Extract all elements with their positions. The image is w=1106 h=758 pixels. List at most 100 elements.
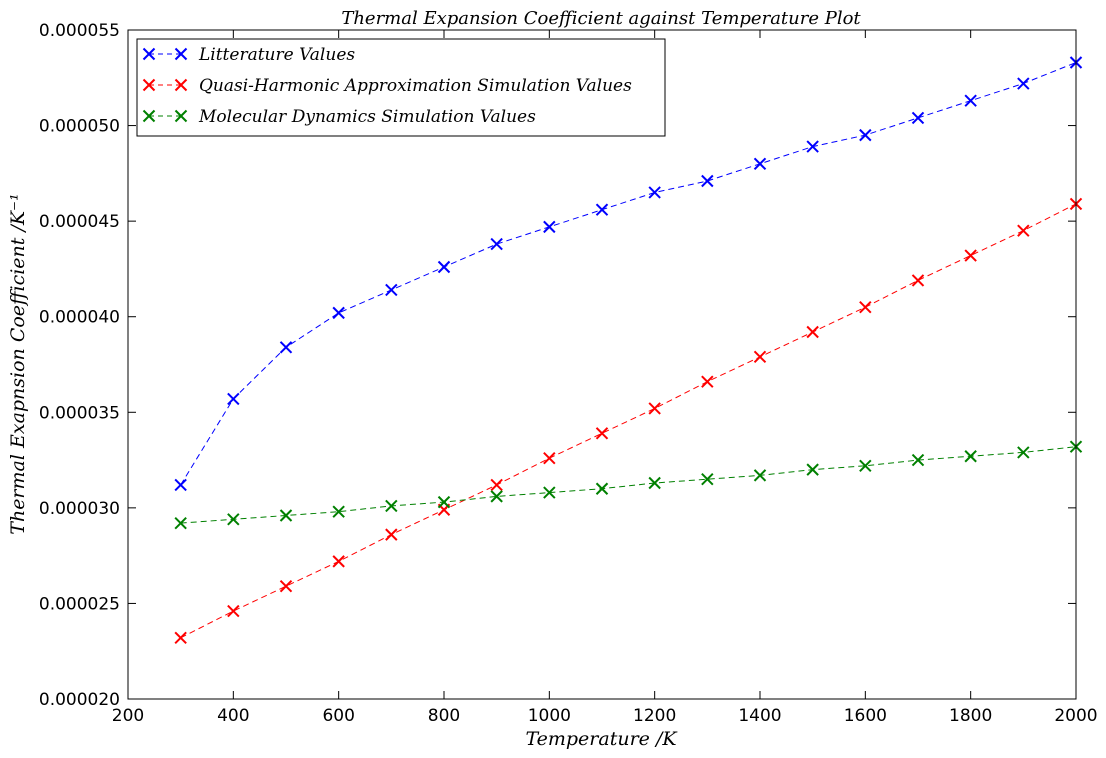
y-axis-label: Thermal Exapnsion Coefficient /K⁻¹ [7, 193, 29, 534]
x-tick-label: 2000 [1054, 706, 1097, 726]
data-point-quasi-harmonic-approximation-simulation-values [595, 427, 609, 440]
data-point-quasi-harmonic-approximation-simulation-values-stroke-b [1017, 224, 1030, 237]
data-point-quasi-harmonic-approximation-simulation-values [859, 300, 872, 314]
data-point-quasi-harmonic-approximation-simulation-values [174, 631, 187, 645]
data-point-litterature-values-stroke-b [911, 111, 925, 125]
data-point-litterature-values [490, 237, 503, 251]
legend-marker [142, 47, 156, 61]
data-point-litterature-values [964, 94, 977, 107]
legend-entry: Molecular Dynamics Simulation Values [142, 107, 536, 127]
data-point-litterature-values-stroke-b [964, 94, 977, 107]
legend-marker [174, 47, 188, 61]
x-tick-label: 1000 [528, 706, 571, 726]
x-tick-label: 1400 [738, 706, 781, 726]
series-molecular-dynamics-simulation-values [174, 440, 1083, 530]
data-point-molecular-dynamics-simulation-values-stroke-b [332, 505, 345, 518]
data-point-quasi-harmonic-approximation-simulation-values-stroke-b [911, 274, 925, 287]
x-tick-label: 1200 [633, 706, 676, 726]
data-point-litterature-values-stroke-b [332, 306, 345, 320]
data-point-molecular-dynamics-simulation-values [859, 459, 872, 473]
data-point-molecular-dynamics-simulation-values [490, 490, 503, 503]
data-point-quasi-harmonic-approximation-simulation-values [648, 402, 661, 415]
legend: Litterature Values Quasi-Harmonic Approxi… [136, 38, 666, 137]
data-point-molecular-dynamics-simulation-values [753, 469, 767, 482]
legend-label: Molecular Dynamics Simulation Values [198, 107, 536, 127]
data-point-quasi-harmonic-approximation-simulation-values-stroke-b [806, 325, 819, 339]
x-axis-label: Temperature /K [525, 728, 678, 750]
data-point-litterature-values-stroke-b [595, 203, 609, 216]
data-point-quasi-harmonic-approximation-simulation-values [543, 451, 556, 465]
data-point-litterature-values [279, 341, 293, 354]
data-point-molecular-dynamics-simulation-values [543, 486, 556, 499]
data-point-quasi-harmonic-approximation-simulation-values [806, 325, 819, 339]
data-point-litterature-values [701, 174, 714, 188]
data-point-quasi-harmonic-approximation-simulation-values-stroke-b [385, 528, 398, 541]
data-point-quasi-harmonic-approximation-simulation-values-stroke-b [859, 300, 872, 314]
y-tick-label: 0.000040 [39, 308, 120, 328]
data-point-molecular-dynamics-simulation-values [385, 499, 398, 513]
data-point-litterature-values [543, 220, 556, 234]
data-point-molecular-dynamics-simulation-values-stroke-b [1017, 446, 1030, 459]
data-point-molecular-dynamics-simulation-values [279, 509, 293, 522]
data-point-litterature-values-stroke-b [490, 237, 503, 251]
data-point-quasi-harmonic-approximation-simulation-values-stroke-b [648, 402, 661, 415]
data-point-quasi-harmonic-approximation-simulation-values-stroke-b [701, 375, 714, 388]
data-point-molecular-dynamics-simulation-values [174, 516, 187, 530]
data-point-molecular-dynamics-simulation-values [1017, 446, 1030, 459]
data-point-molecular-dynamics-simulation-values [911, 453, 925, 467]
data-point-molecular-dynamics-simulation-values [595, 482, 609, 495]
data-point-molecular-dynamics-simulation-values [806, 463, 819, 476]
chart-title: Thermal Expansion Coefficient against Te… [341, 8, 861, 29]
y-tick-label: 0.000045 [39, 212, 120, 232]
data-point-molecular-dynamics-simulation-values-stroke-b [437, 495, 451, 509]
data-point-molecular-dynamics-simulation-values-stroke-b [595, 482, 609, 495]
data-point-quasi-harmonic-approximation-simulation-values-stroke-b [490, 478, 503, 492]
legend-marker-stroke-b [142, 78, 156, 92]
data-point-quasi-harmonic-approximation-simulation-values [385, 528, 398, 541]
x-tick-label: 1600 [844, 706, 887, 726]
data-point-quasi-harmonic-approximation-simulation-values-stroke-b [595, 427, 609, 440]
data-point-quasi-harmonic-approximation-simulation-values-stroke-b [543, 451, 556, 465]
data-point-litterature-values-stroke-b [859, 128, 872, 142]
y-tick-label: 0.000020 [39, 690, 120, 710]
data-point-molecular-dynamics-simulation-values-stroke-b [753, 469, 767, 482]
legend-marker [174, 78, 188, 92]
data-point-molecular-dynamics-simulation-values-stroke-b [227, 513, 240, 526]
data-point-quasi-harmonic-approximation-simulation-values [490, 478, 503, 492]
data-point-litterature-values [648, 186, 661, 199]
data-point-litterature-values [859, 128, 872, 142]
data-point-molecular-dynamics-simulation-values [964, 450, 977, 463]
legend-label: Litterature Values [198, 45, 355, 65]
data-point-molecular-dynamics-simulation-values [332, 505, 345, 518]
data-point-molecular-dynamics-simulation-values-stroke-b [964, 450, 977, 463]
legend-label: Quasi-Harmonic Approximation Simulation … [199, 76, 632, 96]
data-point-molecular-dynamics-simulation-values [227, 513, 240, 526]
data-point-litterature-values-stroke-b [437, 260, 451, 274]
y-tick-label: 0.000055 [39, 21, 120, 41]
data-point-litterature-values-stroke-b [543, 220, 556, 234]
data-point-litterature-values-stroke-b [806, 140, 819, 153]
data-point-litterature-values-stroke-b [701, 174, 714, 188]
data-point-litterature-values [753, 157, 767, 171]
x-tick-label: 200 [112, 706, 144, 726]
legend-marker-stroke-b [174, 109, 188, 123]
x-tick-label: 400 [217, 706, 249, 726]
data-point-molecular-dynamics-simulation-values-stroke-b [543, 486, 556, 499]
data-point-molecular-dynamics-simulation-values-stroke-b [806, 463, 819, 476]
data-point-molecular-dynamics-simulation-values-stroke-b [174, 516, 187, 530]
legend-entry: Litterature Values [142, 45, 355, 65]
data-point-molecular-dynamics-simulation-values [437, 495, 451, 509]
data-point-molecular-dynamics-simulation-values [701, 472, 714, 486]
series-line-quasi-harmonic-approximation-simulation-values [180, 203, 1077, 639]
y-tick-label: 0.000030 [39, 499, 120, 519]
y-tick-label: 0.000050 [39, 117, 120, 137]
data-point-litterature-values [174, 478, 187, 492]
data-point-quasi-harmonic-approximation-simulation-values [964, 249, 977, 262]
legend-marker-stroke-b [174, 47, 188, 61]
data-point-molecular-dynamics-simulation-values-stroke-b [490, 490, 503, 503]
data-point-quasi-harmonic-approximation-simulation-values [911, 274, 925, 287]
data-point-litterature-values [385, 283, 398, 297]
data-point-quasi-harmonic-approximation-simulation-values [332, 555, 345, 568]
data-point-litterature-values-stroke-b [648, 186, 661, 199]
data-point-molecular-dynamics-simulation-values-stroke-b [279, 509, 293, 522]
